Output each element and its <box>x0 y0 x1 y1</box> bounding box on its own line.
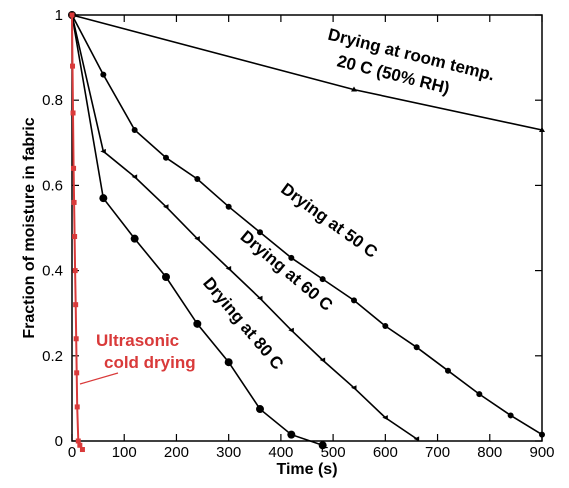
ultrasonic-pointer <box>79 372 119 385</box>
data-point-ultra <box>79 447 85 453</box>
data-point-c50 <box>539 431 545 438</box>
data-point-c60 <box>288 327 294 333</box>
data-point-c50 <box>100 71 107 78</box>
x-tick-label: 700 <box>425 444 450 461</box>
data-point-c60 <box>131 174 138 180</box>
series-line-c60 <box>71 14 418 440</box>
data-point-c50 <box>507 412 514 419</box>
data-point-c60 <box>382 415 388 421</box>
y-tick-label: 0.8 <box>42 92 63 109</box>
series-line-c50 <box>71 14 543 436</box>
data-point-ultra <box>69 12 75 18</box>
data-point-c60 <box>351 385 357 391</box>
annotation-50c: Drying at 50 C <box>277 179 381 262</box>
annotation-80c: Drying at 80 C <box>199 274 287 374</box>
x-tick-label: 200 <box>164 444 189 461</box>
x-axis-title: Time (s) <box>276 461 337 478</box>
data-point-ultra <box>72 268 78 274</box>
y-axis-title: Fraction of moisture in fabric <box>21 117 38 338</box>
data-point-ultra <box>70 110 76 116</box>
data-point-c80 <box>318 441 327 450</box>
series-c50 <box>69 12 545 438</box>
x-tick-label: 400 <box>268 444 293 461</box>
data-point-c60 <box>163 204 169 210</box>
data-point-ultra <box>70 63 76 69</box>
data-point-c80 <box>130 234 139 243</box>
y-tick-label: 0.2 <box>42 348 63 365</box>
data-point-room <box>539 127 545 133</box>
annotation-ultrasonic-line1: Ultrasonic <box>96 331 179 350</box>
data-point-ultra <box>77 442 83 448</box>
x-tick-label: 500 <box>321 444 346 461</box>
series-line-ultra <box>71 14 84 451</box>
y-tick-label: 0 <box>55 433 63 450</box>
plot-frame <box>71 14 543 442</box>
data-point-c80 <box>287 430 296 439</box>
data-point-room <box>351 86 357 92</box>
x-tick-label: 800 <box>477 444 502 461</box>
x-tick-label: 100 <box>112 444 137 461</box>
annotation-ultrasonic-line2: cold drying <box>104 353 196 372</box>
x-tick-label: 300 <box>216 444 241 461</box>
data-point-c80 <box>256 405 264 414</box>
series-c80 <box>68 11 327 450</box>
series-line-c80 <box>71 14 323 447</box>
data-point-c50 <box>194 176 201 183</box>
data-point-c50 <box>319 276 326 283</box>
data-point-c50 <box>257 229 263 236</box>
data-point-c60 <box>225 265 232 271</box>
data-point-c80 <box>224 358 233 367</box>
data-point-c50 <box>131 127 138 134</box>
y-tick-label: 0.4 <box>42 263 63 280</box>
data-point-ultra <box>72 234 78 240</box>
data-point-c50 <box>163 154 169 161</box>
data-point-c60 <box>257 295 263 301</box>
data-point-c50 <box>225 203 232 210</box>
series-ultra <box>69 12 85 453</box>
data-point-c60 <box>194 236 200 242</box>
x-tick-label: 900 <box>529 444 554 461</box>
data-point-ultra <box>71 199 77 205</box>
data-point-c60 <box>319 357 326 363</box>
axis-ticks: 0 100 200 300 400 500 600 700 800 900 0 0.2 0.4 0.6 0.… <box>42 7 554 461</box>
data-point-c80 <box>99 194 108 203</box>
data-point-ultra <box>74 370 80 376</box>
data-point-ultra <box>73 302 79 308</box>
data-point-c50 <box>413 344 420 351</box>
y-tick-label: 1 <box>55 7 63 24</box>
data-point-ultra <box>74 404 80 410</box>
data-point-ultra <box>71 165 77 171</box>
data-point-c50 <box>382 322 389 329</box>
data-point-c80 <box>162 272 170 281</box>
data-point-ultra <box>75 438 81 444</box>
data-point-c60 <box>413 436 420 442</box>
data-point-c80 <box>193 319 202 328</box>
data-point-ultra <box>73 336 79 342</box>
data-point-c50 <box>476 391 483 398</box>
data-point-c50 <box>445 367 451 374</box>
data-point-c50 <box>288 254 295 261</box>
data-point-c60 <box>100 148 106 154</box>
x-tick-label: 0 <box>68 444 76 461</box>
data-series <box>68 11 545 453</box>
x-tick-label: 600 <box>373 444 398 461</box>
annotation-60c: Drying at 60 C <box>237 227 337 315</box>
data-point-c50 <box>351 297 357 304</box>
y-tick-label: 0.6 <box>42 177 63 194</box>
